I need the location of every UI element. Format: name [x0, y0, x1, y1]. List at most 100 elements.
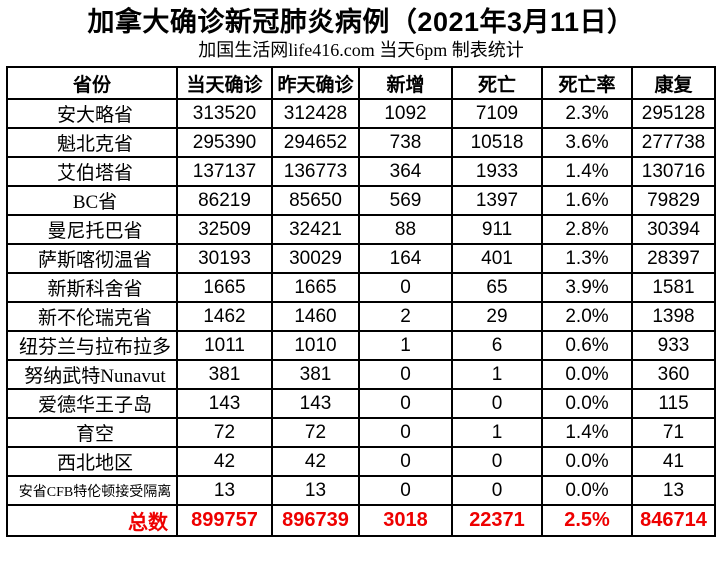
cell-new: 1	[358, 330, 453, 361]
page-subtitle: 加国生活网life416.com 当天6pm 制表统计	[198, 40, 524, 60]
cell-deaths: 1933	[451, 156, 543, 187]
cell-death-rate: 2.3%	[541, 98, 633, 129]
cell-deaths: 29	[451, 301, 543, 332]
cell-recovered: 115	[631, 388, 716, 419]
cell-deaths: 1397	[451, 185, 543, 216]
cell-province: 纽芬兰与拉布拉多	[6, 330, 178, 361]
cell-today: 1665	[176, 272, 273, 303]
total-label: 总数	[6, 504, 178, 537]
cell-new: 1092	[358, 98, 453, 129]
cell-recovered: 1398	[631, 301, 716, 332]
header-province: 省份	[6, 66, 178, 100]
cell-yesterday: 1665	[271, 272, 360, 303]
cell-new: 738	[358, 127, 453, 158]
cell-death-rate: 3.6%	[541, 127, 633, 158]
cell-recovered: 30394	[631, 214, 716, 245]
cell-recovered: 1581	[631, 272, 716, 303]
cell-new: 0	[358, 475, 453, 506]
cell-today: 1462	[176, 301, 273, 332]
cell-province: 爱德华王子岛	[6, 388, 178, 419]
table-row-newfoundland-labrador: 纽芬兰与拉布拉多 1011 1010 1 6 0.6% 933	[6, 330, 716, 361]
cell-today: 381	[176, 359, 273, 390]
cell-yesterday: 312428	[271, 98, 360, 129]
cell-death-rate: 3.9%	[541, 272, 633, 303]
cell-new: 2	[358, 301, 453, 332]
cell-yesterday: 85650	[271, 185, 360, 216]
cell-death-rate: 1.4%	[541, 156, 633, 187]
cell-yesterday: 30029	[271, 243, 360, 274]
table-row-saskatchewan: 萨斯喀彻温省 30193 30029 164 401 1.3% 28397	[6, 243, 716, 274]
cell-today: 13	[176, 475, 273, 506]
cell-province: 努纳武特Nunavut	[6, 359, 178, 390]
table-row-pei: 爱德华王子岛 143 143 0 0 0.0% 115	[6, 388, 716, 419]
cell-province: 育空	[6, 417, 178, 448]
header-recovered: 康复	[631, 66, 716, 100]
cell-deaths: 65	[451, 272, 543, 303]
table-row-quebec: 魁北克省 295390 294652 738 10518 3.6% 277738	[6, 127, 716, 158]
cell-new: 0	[358, 446, 453, 477]
total-yesterday: 896739	[271, 504, 360, 537]
cell-yesterday: 143	[271, 388, 360, 419]
cell-yesterday: 136773	[271, 156, 360, 187]
table-row-new-brunswick: 新不伦瑞克省 1462 1460 2 29 2.0% 1398	[6, 301, 716, 332]
cell-yesterday: 13	[271, 475, 360, 506]
cell-deaths: 0	[451, 388, 543, 419]
cell-deaths: 7109	[451, 98, 543, 129]
cell-deaths: 0	[451, 446, 543, 477]
cell-province: 曼尼托巴省	[6, 214, 178, 245]
table-row-alberta: 艾伯塔省 137137 136773 364 1933 1.4% 130716	[6, 156, 716, 187]
cell-deaths: 1	[451, 417, 543, 448]
cell-death-rate: 0.0%	[541, 359, 633, 390]
table-row-bc: BC省 86219 85650 569 1397 1.6% 79829	[6, 185, 716, 216]
cell-today: 30193	[176, 243, 273, 274]
cell-recovered: 13	[631, 475, 716, 506]
cell-recovered: 277738	[631, 127, 716, 158]
cell-death-rate: 1.6%	[541, 185, 633, 216]
total-deaths: 22371	[451, 504, 543, 537]
cell-deaths: 0	[451, 475, 543, 506]
cell-recovered: 79829	[631, 185, 716, 216]
total-death-rate: 2.5%	[541, 504, 633, 537]
cell-recovered: 295128	[631, 98, 716, 129]
cell-province: 安大略省	[6, 98, 178, 129]
header-new-cases: 新增	[358, 66, 453, 100]
cell-death-rate: 2.8%	[541, 214, 633, 245]
cell-yesterday: 42	[271, 446, 360, 477]
total-recovered: 846714	[631, 504, 716, 537]
total-today: 899757	[176, 504, 273, 537]
cell-today: 313520	[176, 98, 273, 129]
cell-province: 安省CFB特伦顿接受隔离	[6, 475, 178, 506]
total-new: 3018	[358, 504, 453, 537]
cell-deaths: 1	[451, 359, 543, 390]
cell-province: 新斯科舍省	[6, 272, 178, 303]
cell-today: 295390	[176, 127, 273, 158]
table-row-nova-scotia: 新斯科舍省 1665 1665 0 65 3.9% 1581	[6, 272, 716, 303]
cell-deaths: 6	[451, 330, 543, 361]
cell-new: 0	[358, 388, 453, 419]
table-row-yukon: 育空 72 72 0 1 1.4% 71	[6, 417, 716, 448]
cell-yesterday: 381	[271, 359, 360, 390]
cell-today: 32509	[176, 214, 273, 245]
cell-death-rate: 0.0%	[541, 388, 633, 419]
cell-province: 魁北克省	[6, 127, 178, 158]
cell-deaths: 10518	[451, 127, 543, 158]
cell-recovered: 71	[631, 417, 716, 448]
cell-death-rate: 0.0%	[541, 475, 633, 506]
cell-death-rate: 2.0%	[541, 301, 633, 332]
total-row: 总数 899757 896739 3018 22371 2.5% 846714	[6, 504, 716, 537]
cell-death-rate: 1.4%	[541, 417, 633, 448]
cell-recovered: 360	[631, 359, 716, 390]
cell-new: 88	[358, 214, 453, 245]
cell-yesterday: 32421	[271, 214, 360, 245]
cell-death-rate: 0.0%	[541, 446, 633, 477]
cell-today: 42	[176, 446, 273, 477]
cell-today: 1011	[176, 330, 273, 361]
cell-new: 0	[358, 359, 453, 390]
header-yesterday-confirmed: 昨天确诊	[271, 66, 360, 100]
cell-new: 569	[358, 185, 453, 216]
cell-today: 86219	[176, 185, 273, 216]
header-row: 省份 当天确诊 昨天确诊 新增 死亡 死亡率 康复	[6, 66, 716, 100]
cell-today: 72	[176, 417, 273, 448]
cell-province: 萨斯喀彻温省	[6, 243, 178, 274]
cell-today: 137137	[176, 156, 273, 187]
